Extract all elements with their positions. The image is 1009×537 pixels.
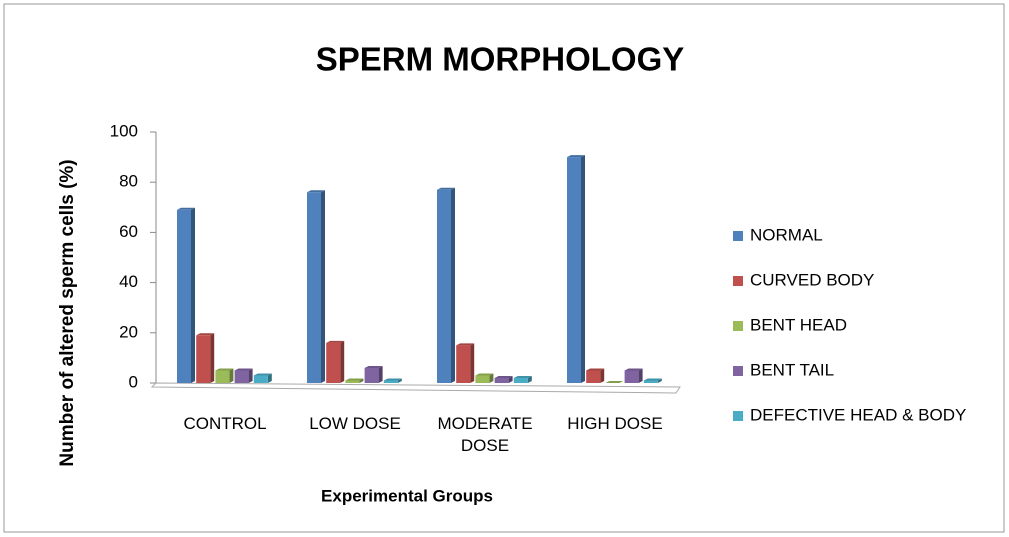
bar — [215, 370, 230, 383]
bar — [177, 209, 191, 383]
bar-top — [307, 190, 325, 193]
bar — [475, 375, 490, 383]
y-tick-label: 80 — [119, 172, 138, 191]
bar-top — [196, 333, 215, 336]
bar — [513, 377, 528, 383]
bar-side — [527, 375, 532, 383]
legend-swatch — [733, 276, 743, 286]
chart-title: SPERM MORPHOLOGY — [316, 41, 685, 78]
bar-side — [210, 333, 215, 383]
legend-label: NORMAL — [750, 225, 823, 244]
bar-top — [364, 365, 383, 368]
bar-top — [494, 375, 513, 378]
bar-top — [567, 155, 585, 158]
bar — [326, 342, 341, 383]
floor — [150, 382, 681, 394]
legend-swatch — [733, 231, 743, 241]
bar-side — [359, 378, 364, 383]
bar — [624, 370, 639, 383]
bar-side — [638, 368, 643, 383]
y-axis-title: Number of altered sperm cells (%) — [57, 159, 78, 466]
legend-label: BENT HEAD — [750, 315, 847, 334]
bar — [253, 375, 268, 383]
bar-side — [229, 368, 234, 383]
bar-top — [234, 368, 253, 371]
bar-side — [470, 343, 475, 383]
legend-label: CURVED BODY — [750, 270, 874, 289]
bar — [307, 192, 321, 383]
bar-side — [340, 340, 345, 383]
legend-swatch — [733, 411, 743, 421]
y-tick-label: 100 — [110, 121, 138, 140]
legend-swatch — [733, 321, 743, 331]
bar-side — [397, 378, 402, 383]
bar — [643, 380, 658, 383]
bar-top — [326, 340, 345, 343]
bar — [586, 370, 601, 383]
bar-top — [513, 375, 532, 378]
bar — [234, 370, 249, 383]
y-tick-label: 20 — [119, 322, 138, 341]
bar — [364, 367, 379, 383]
x-tick-label: HIGH DOSE — [567, 414, 663, 433]
bar-top — [383, 378, 402, 381]
bar-top — [605, 381, 624, 383]
y-tick-label: 40 — [119, 272, 138, 291]
bar-side — [489, 373, 494, 383]
bar-top — [345, 378, 364, 381]
x-tick-label: MODERATE DOSE — [437, 414, 533, 455]
y-tick-label: 60 — [119, 222, 138, 241]
chart-border — [3, 3, 1005, 533]
bar-top — [586, 368, 605, 371]
bar — [456, 345, 471, 383]
legend-label: BENT TAIL — [750, 360, 834, 379]
bar — [494, 377, 509, 383]
bar — [196, 335, 211, 383]
bar-top — [253, 373, 272, 376]
bar-side — [451, 187, 455, 383]
bar-side — [581, 155, 585, 383]
bar-side — [378, 365, 383, 383]
bar-top — [643, 378, 662, 381]
bar-top — [475, 373, 494, 376]
bar-side — [267, 373, 272, 383]
legend-swatch — [733, 366, 743, 376]
bar-side — [191, 207, 195, 383]
bar-side — [600, 368, 605, 383]
bar — [345, 380, 360, 383]
x-tick-label: CONTROL — [183, 414, 267, 433]
bar — [437, 189, 451, 383]
bar-top — [437, 187, 455, 190]
y-tick-label: 0 — [129, 372, 138, 391]
bar-top — [177, 207, 195, 210]
bar-top — [624, 368, 643, 371]
bar — [383, 380, 398, 383]
bar-top — [456, 343, 475, 346]
bar — [567, 157, 581, 383]
bar-top — [215, 368, 234, 371]
x-axis-title: Experimental Groups — [321, 486, 493, 505]
bar-side — [657, 378, 662, 383]
legend-label: DEFECTIVE HEAD & BODY — [750, 405, 966, 424]
x-tick-label: LOW DOSE — [309, 414, 401, 433]
bar-side — [321, 190, 325, 383]
bar-side — [508, 375, 513, 383]
bar-side — [248, 368, 253, 383]
